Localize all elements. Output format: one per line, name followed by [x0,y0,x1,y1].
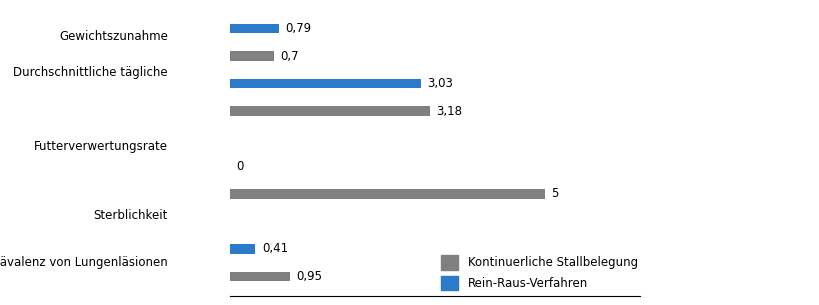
Text: 0,79: 0,79 [285,22,311,35]
Text: Gewichtszunahme: Gewichtszunahme [59,30,168,43]
Text: Futterverwertungsrate: Futterverwertungsrate [34,141,168,153]
Bar [229,189,545,199]
Bar [229,272,289,282]
Bar [229,51,274,61]
Text: 0,7: 0,7 [280,49,298,63]
Bar [229,23,279,33]
Bar [229,106,430,116]
Text: 0,41: 0,41 [261,242,287,256]
Text: 0: 0 [236,160,243,173]
Text: 5: 5 [550,187,558,200]
Text: Durchschnittliche tägliche: Durchschnittliche tägliche [13,66,168,79]
Text: Sterblichkeit: Sterblichkeit [93,210,168,222]
Legend: Kontinuerliche Stallbelegung, Rein-Raus-Verfahren: Kontinuerliche Stallbelegung, Rein-Raus-… [440,255,637,290]
Text: 3,18: 3,18 [436,105,462,118]
Text: 0,95: 0,95 [296,270,321,283]
Text: 3,03: 3,03 [427,77,452,90]
Bar [229,244,256,254]
Bar [229,79,420,88]
Text: Prävalenz von Lungenläsionen: Prävalenz von Lungenläsionen [0,256,168,269]
